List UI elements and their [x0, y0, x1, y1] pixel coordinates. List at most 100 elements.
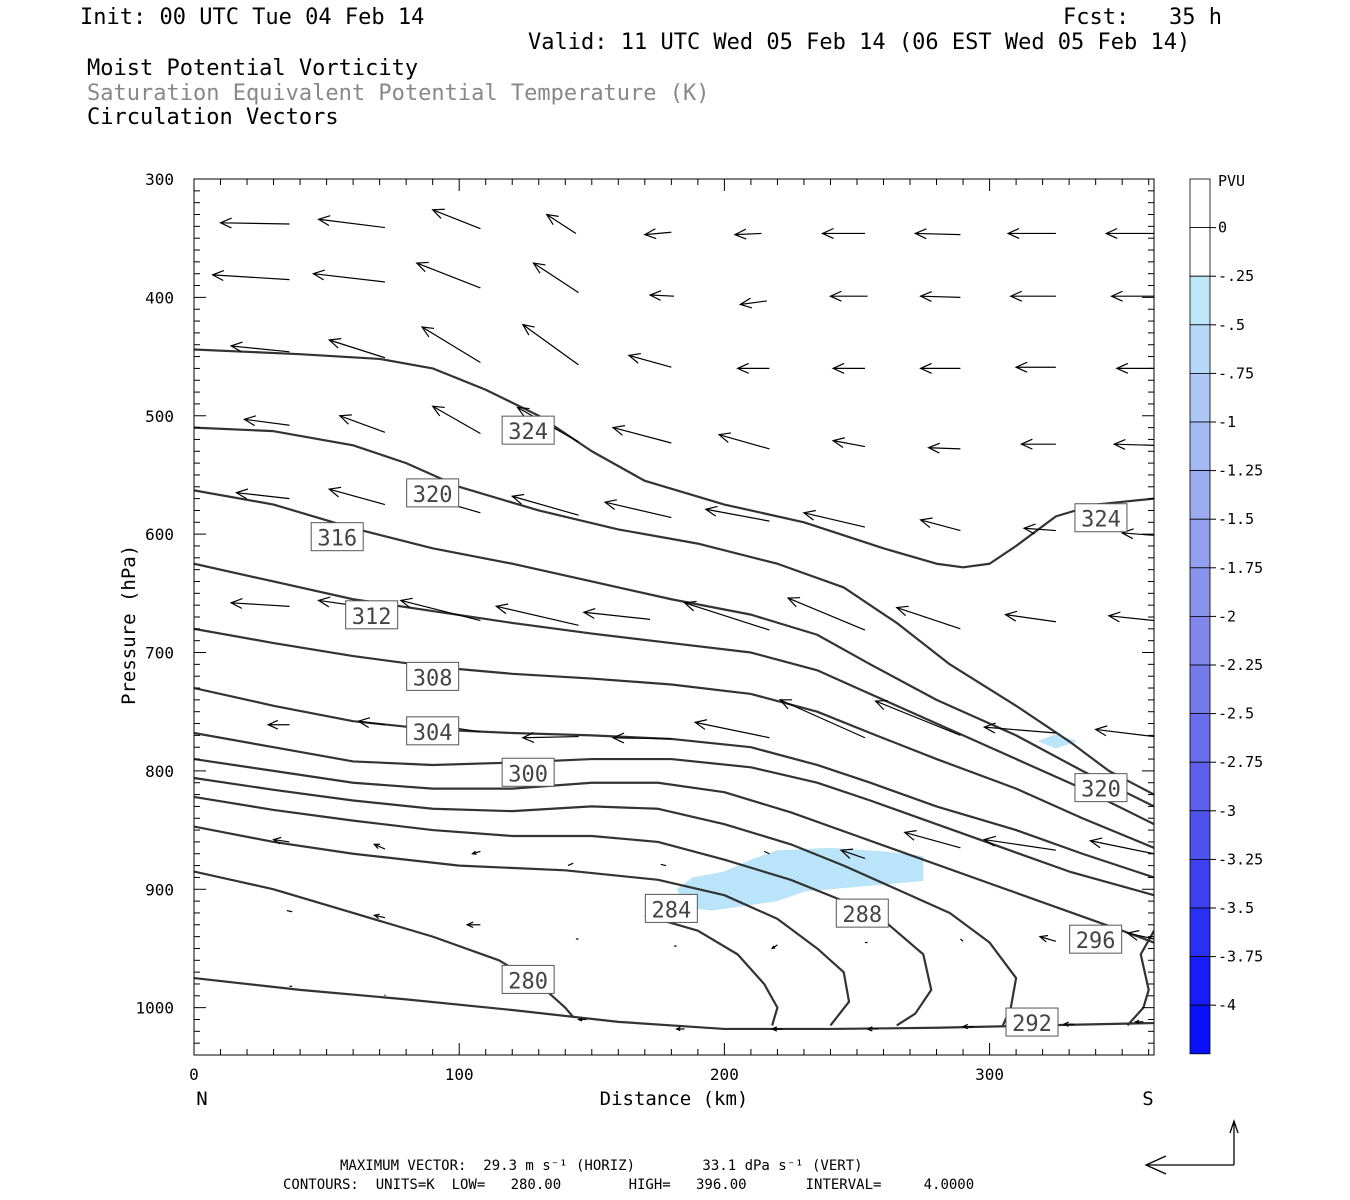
colorbar-label: -1.25: [1218, 462, 1263, 480]
vector-arrow: [1112, 438, 1155, 450]
valid-time: Valid: 11 UTC Wed 05 Feb 14 (06 EST Wed …: [528, 30, 1191, 55]
colorbar-swatch: [1189, 810, 1211, 860]
svg-text:300: 300: [508, 762, 548, 787]
vector-arrow: [234, 488, 290, 500]
vector-arrow: [611, 732, 672, 744]
vector-arrow: [532, 262, 579, 294]
vector-arrow: [903, 830, 961, 849]
colorbar-label: -.75: [1218, 364, 1254, 382]
colorbar-label: -1.75: [1218, 559, 1263, 577]
vector-arrow: [266, 719, 290, 730]
init-time: Init: 00 UTC Tue 04 Feb 14: [80, 5, 425, 30]
vector-arrow: [778, 699, 866, 739]
vector-arrow: [327, 338, 386, 359]
vector-arrow: [1094, 725, 1155, 738]
colorbar-swatch: [1189, 567, 1211, 617]
colorbar-swatch: [1189, 761, 1211, 812]
vector-arrow: [738, 297, 767, 309]
field-vectors: Circulation Vectors: [87, 105, 339, 130]
contour-label: 312: [345, 600, 399, 630]
vector-arrow: [1104, 227, 1154, 239]
contour-label: 284: [644, 893, 698, 923]
svg-text:296: 296: [1076, 929, 1116, 954]
vector-arrow: [866, 1026, 879, 1032]
contour-line: [194, 627, 1154, 849]
contour-line: [194, 776, 1018, 1026]
colorbar-label: -3: [1218, 802, 1236, 820]
vector-arrow: [1120, 528, 1155, 540]
colorbar-label: -2: [1218, 607, 1236, 625]
colorbar-label: -4: [1218, 996, 1236, 1014]
x-tick-label: 200: [710, 1065, 739, 1084]
colorbar-label: -2.25: [1218, 656, 1263, 674]
vector-arrow: [545, 213, 577, 234]
vector-arrow: [431, 208, 481, 230]
colorbar-swatch: [1189, 907, 1211, 957]
vector-arrow: [770, 944, 778, 950]
vector-arrow: [211, 270, 290, 282]
colorbar-swatch: [1189, 616, 1211, 666]
contour-label: 320: [1074, 773, 1128, 803]
vector-arrow: [763, 850, 770, 855]
contour-label: 304: [406, 716, 460, 746]
vector-arrow: [521, 732, 579, 744]
vector-arrow: [982, 835, 1056, 851]
vector-arrow: [1062, 1021, 1075, 1027]
vector-arrow: [286, 909, 293, 913]
colorbar-swatch: [1189, 470, 1211, 520]
svg-text:288: 288: [842, 903, 882, 928]
contour-line: [644, 914, 779, 1026]
vector-arrow: [415, 261, 481, 289]
vector-arrow: [1009, 290, 1056, 302]
contour-label: 324: [1074, 503, 1128, 533]
y-tick-label: 600: [145, 525, 174, 544]
svg-text:324: 324: [508, 420, 548, 445]
vector-arrow: [356, 717, 386, 729]
vector-arrow: [683, 600, 770, 631]
y-tick-label: 500: [145, 407, 174, 426]
vector-arrow: [960, 938, 964, 942]
field-theta-es: Saturation Equivalent Potential Temperat…: [87, 81, 710, 106]
x-tick-label: 100: [445, 1065, 474, 1084]
vector-arrow: [829, 290, 868, 302]
mpv-region: [676, 847, 924, 911]
vector-arrow: [982, 722, 1056, 734]
vector-arrow: [643, 228, 672, 240]
colorbar-label: -1.5: [1218, 510, 1254, 528]
y-tick-label: 900: [145, 880, 174, 899]
vector-arrow: [961, 1023, 974, 1030]
vector-arrow: [603, 499, 672, 519]
vector-arrow: [272, 836, 290, 845]
axes: 300 400 500 600 700 800 900 1000 0 100 200 300: [135, 170, 1154, 1084]
vector-arrow: [919, 517, 961, 532]
colorbar-swatch: [1189, 518, 1211, 569]
contour-label: 300: [501, 757, 555, 787]
svg-text:312: 312: [352, 605, 392, 630]
vector-arrow: [1038, 934, 1057, 943]
contour-line: [1126, 930, 1154, 1027]
vector-arrow: [471, 850, 481, 855]
vector-arrow: [327, 486, 386, 506]
vector-arrow: [675, 1026, 685, 1032]
y-tick-label: 1000: [135, 999, 174, 1018]
colorbar-swatch: [1189, 372, 1211, 423]
colorbar-label: -.5: [1218, 316, 1245, 334]
colorbar-label: 0: [1218, 219, 1227, 237]
vector-arrow: [831, 437, 866, 448]
vector-arrow: [717, 432, 770, 450]
colorbar-label: -3.25: [1218, 850, 1263, 868]
vector-arrow: [1004, 610, 1056, 623]
vector-arrow: [1006, 227, 1056, 239]
max-vector-note: MAXIMUM VECTOR: 29.3 m s⁻¹ (HORIZ) 33.1 …: [340, 1158, 863, 1174]
colorbar-swatch: [1189, 324, 1211, 374]
reference-vector: [1144, 1118, 1239, 1175]
vector-arrow: [242, 415, 290, 427]
field-mpv: Moist Potential Vorticity: [87, 56, 419, 81]
vector-arrow: [736, 362, 770, 374]
vector-arrow: [1126, 930, 1155, 941]
x-tick-label: 0: [189, 1065, 199, 1084]
colorbar-label: -2.5: [1218, 705, 1254, 723]
vector-arrow: [919, 291, 961, 303]
vector-arrow: [521, 323, 579, 366]
